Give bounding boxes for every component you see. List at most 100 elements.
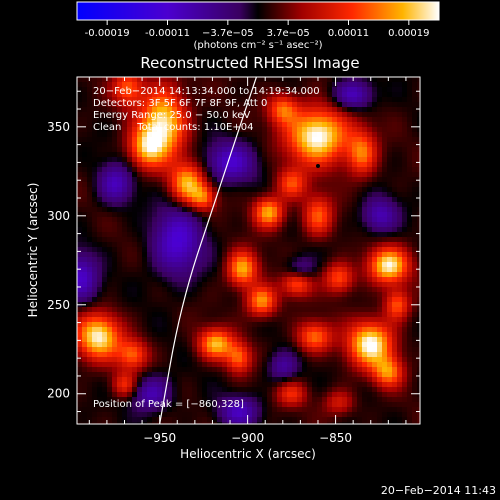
heatmap-cell xyxy=(132,392,138,398)
heatmap-cell xyxy=(317,122,323,128)
heatmap-cell xyxy=(87,102,93,108)
heatmap-cell xyxy=(187,257,193,263)
heatmap-cell xyxy=(182,347,188,353)
heatmap-cell xyxy=(87,357,93,363)
heatmap-cell xyxy=(192,117,198,123)
heatmap-cell xyxy=(337,117,343,123)
heatmap-cell xyxy=(362,207,368,213)
heatmap-cell xyxy=(242,422,248,424)
heatmap-cell xyxy=(302,287,308,293)
heatmap-cell xyxy=(127,352,133,358)
heatmap-cell xyxy=(182,352,188,358)
heatmap-cell xyxy=(117,227,123,233)
heatmap-cell xyxy=(372,242,378,248)
heatmap-cell xyxy=(367,97,373,103)
heatmap-cell xyxy=(217,97,223,103)
heatmap-cell xyxy=(412,267,418,273)
heatmap-cell xyxy=(152,407,158,413)
heatmap-cell xyxy=(297,187,303,193)
heatmap-cell xyxy=(122,342,128,348)
heatmap-cell xyxy=(77,262,83,268)
heatmap-cell xyxy=(272,412,278,418)
heatmap-cell xyxy=(142,232,148,238)
heatmap-cell xyxy=(192,277,198,283)
heatmap-cell xyxy=(132,172,138,178)
heatmap-cell xyxy=(217,247,223,253)
heatmap-cell xyxy=(172,262,178,268)
heatmap-cell xyxy=(162,222,168,228)
heatmap-cell xyxy=(367,362,373,368)
heatmap-cell xyxy=(157,142,163,148)
heatmap-cell xyxy=(417,212,420,218)
heatmap-cell xyxy=(207,362,213,368)
heatmap-cell xyxy=(292,217,298,223)
heatmap-cell xyxy=(372,147,378,153)
heatmap-cell xyxy=(137,222,143,228)
heatmap-cell xyxy=(272,92,278,98)
heatmap-cell xyxy=(367,202,373,208)
heatmap-cell xyxy=(207,242,213,248)
heatmap-cell xyxy=(257,167,263,173)
heatmap-cell xyxy=(97,92,103,98)
heatmap-cell xyxy=(392,362,398,368)
heatmap-cell xyxy=(302,352,308,358)
heatmap-cell xyxy=(287,287,293,293)
heatmap-cell xyxy=(167,112,173,118)
heatmap-cell xyxy=(157,107,163,113)
heatmap-cell xyxy=(357,302,363,308)
heatmap-cell xyxy=(97,312,103,318)
heatmap-cell xyxy=(347,192,353,198)
heatmap-cell xyxy=(332,137,338,143)
heatmap-cell xyxy=(77,77,83,83)
heatmap-cell xyxy=(362,162,368,168)
heatmap-cell xyxy=(82,217,88,223)
heatmap-cell xyxy=(352,422,358,424)
heatmap-cell xyxy=(207,152,213,158)
heatmap-cell xyxy=(227,342,233,348)
heatmap-cell xyxy=(122,177,128,183)
heatmap-cell xyxy=(297,417,303,423)
heatmap-cell xyxy=(382,177,388,183)
heatmap-cell xyxy=(232,77,238,83)
heatmap-cell xyxy=(282,392,288,398)
heatmap-cell xyxy=(227,347,233,353)
heatmap-cell xyxy=(97,332,103,338)
heatmap-cell xyxy=(197,377,203,383)
heatmap-cell xyxy=(272,102,278,108)
heatmap-cell xyxy=(132,297,138,303)
heatmap-cell xyxy=(192,402,198,408)
heatmap-cell xyxy=(252,317,258,323)
heatmap-cell xyxy=(372,422,378,424)
heatmap-cell xyxy=(172,357,178,363)
heatmap-cell xyxy=(257,187,263,193)
heatmap-cell xyxy=(377,387,383,393)
heatmap-cell xyxy=(322,352,328,358)
heatmap-cell xyxy=(152,317,158,323)
heatmap-cell xyxy=(157,102,163,108)
heatmap-cell xyxy=(337,267,343,273)
heatmap-cell xyxy=(152,242,158,248)
heatmap-cell xyxy=(317,77,323,83)
heatmap-cell xyxy=(107,157,113,163)
heatmap-cell xyxy=(282,157,288,163)
heatmap-cell xyxy=(372,187,378,193)
heatmap-cell xyxy=(337,172,343,178)
heatmap-cell xyxy=(247,87,253,93)
heatmap-cell xyxy=(312,392,318,398)
heatmap-cell xyxy=(232,322,238,328)
heatmap-cell xyxy=(242,197,248,203)
heatmap-cell xyxy=(167,392,173,398)
heatmap-cell xyxy=(142,107,148,113)
heatmap-cell xyxy=(132,422,138,424)
heatmap-cell xyxy=(77,372,83,378)
heatmap-cell xyxy=(162,152,168,158)
heatmap-cell xyxy=(312,92,318,98)
heatmap-cell xyxy=(82,107,88,113)
heatmap-cell xyxy=(162,82,168,88)
heatmap-cell xyxy=(352,247,358,253)
heatmap-cell xyxy=(417,217,420,223)
heatmap-cell xyxy=(117,317,123,323)
heatmap-cell xyxy=(372,232,378,238)
heatmap-cell xyxy=(412,192,418,198)
heatmap-cell xyxy=(127,227,133,233)
